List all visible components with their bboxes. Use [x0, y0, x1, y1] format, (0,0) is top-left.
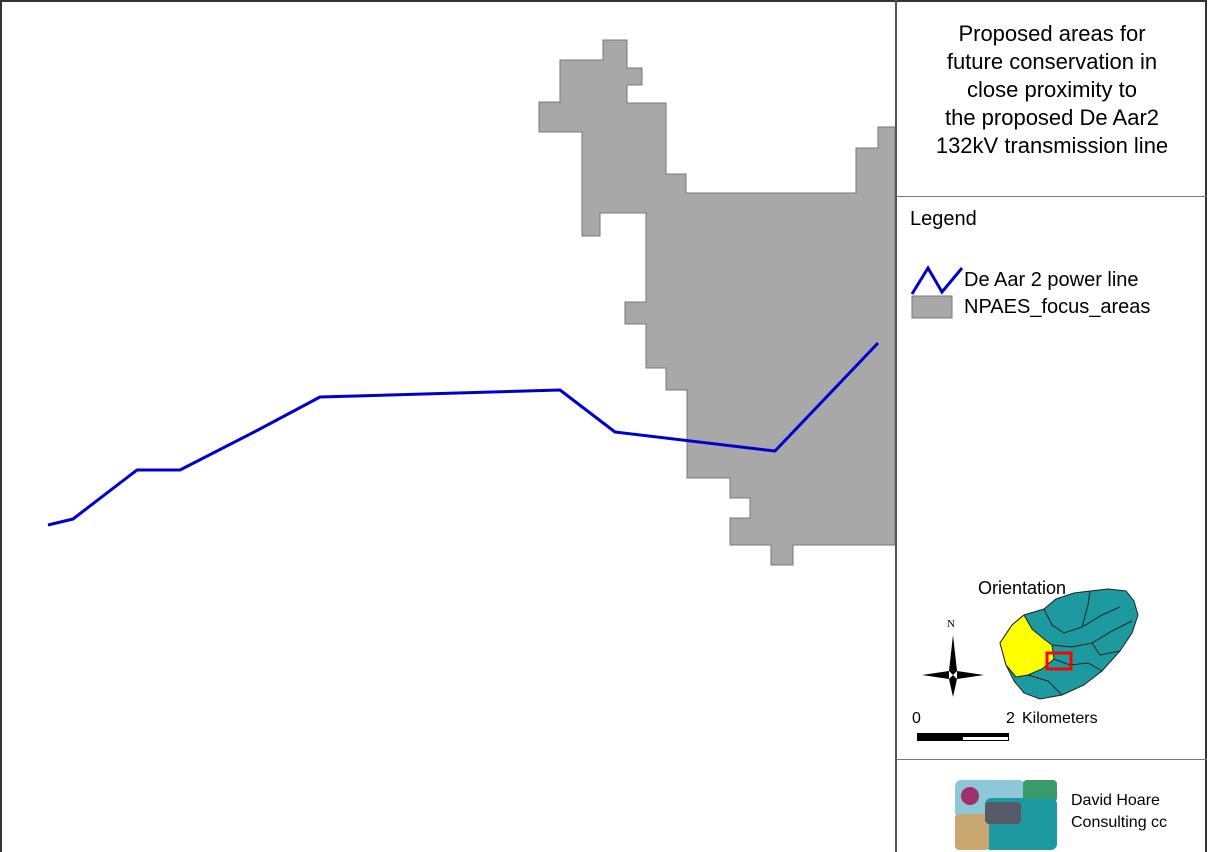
polygon-symbol-icon: [911, 295, 953, 319]
company-logo-icon: [955, 780, 1057, 850]
scale-unit-label: Kilometers: [1022, 710, 1098, 727]
scale-start-label: 0: [912, 710, 921, 727]
title-separator: [897, 196, 1207, 197]
orientation-label: Orientation: [978, 578, 1067, 598]
study-area-marker: [1045, 651, 1073, 671]
map-title: Proposed areas for future conservation i…: [935, 21, 1169, 158]
scale-bar-left-segment: [917, 733, 963, 741]
legend-label-power-line: De Aar 2 power line: [964, 268, 1139, 291]
map-svg: [47, 39, 895, 566]
north-arrow-icon: N: [922, 618, 984, 697]
scale-bar-right-segment: [963, 733, 1009, 737]
company-name: David Hoare Consulting cc: [1071, 792, 1168, 831]
north-letter: N: [947, 618, 955, 630]
de-aar-2-power-line: [47, 341, 880, 527]
npaes-focus-area-polygon: [538, 39, 895, 566]
legend-item-power-line: De Aar 2 power line: [910, 264, 1139, 296]
legend-item-focus-areas: NPAES_focus_areas: [910, 294, 1150, 320]
legend-label-focus-areas: NPAES_focus_areas: [964, 295, 1151, 318]
map-canvas[interactable]: [0, 0, 895, 852]
sidebar-divider: [895, 0, 897, 852]
legend-heading: Legend: [910, 208, 977, 230]
scale-bar: 0 2 Kilometers: [912, 708, 1112, 748]
credit-separator: [897, 759, 1207, 760]
south-africa-locator-map: [999, 588, 1139, 700]
power-line-symbol-icon: [910, 265, 964, 295]
scale-end-label: 2: [1006, 710, 1015, 727]
